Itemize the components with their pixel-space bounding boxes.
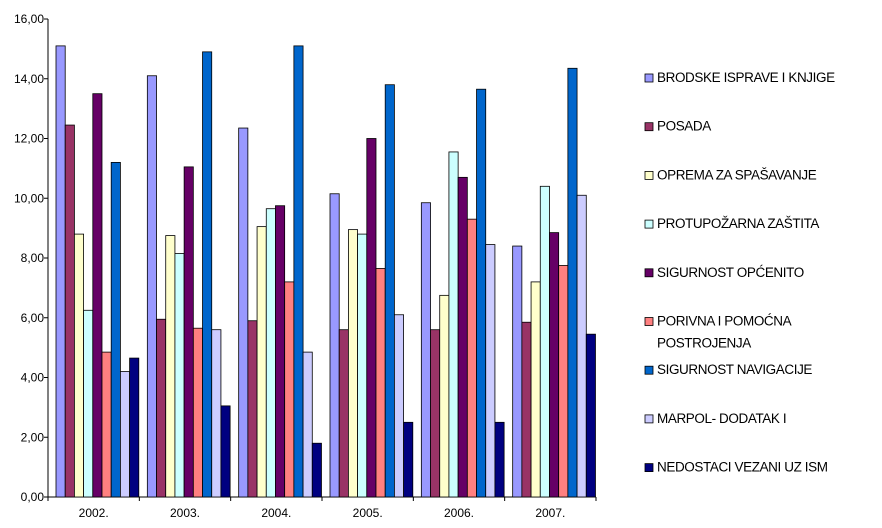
bar-7-2005 — [384, 84, 395, 498]
legend: BRODSKE ISPRAVE I KNJIGE POSADA OPREMA ZA … — [644, 70, 835, 475]
bar-4-2006 — [448, 151, 459, 498]
bar-6-2007 — [558, 265, 569, 498]
bar-1-2004 — [238, 127, 249, 498]
x-tick-label: 2006. — [444, 506, 474, 520]
bar-6-2006 — [466, 218, 477, 498]
bar-8-2006 — [485, 244, 496, 498]
y-tick-label: 10,00 — [14, 191, 44, 205]
bar-6-2002 — [101, 351, 112, 498]
legend-swatch — [644, 219, 654, 229]
legend-swatch — [644, 73, 654, 83]
x-tick-label: 2004. — [261, 506, 291, 520]
x-tick-label: 2002. — [79, 506, 109, 520]
bar-2-2004 — [247, 320, 258, 498]
bar-3-2005 — [347, 229, 358, 498]
bar-5-2004 — [275, 205, 286, 498]
legend-swatch — [644, 122, 654, 132]
bar-8-2004 — [302, 351, 313, 498]
legend-label: NEDOSTACI VEZANI UZ ISM — [657, 460, 828, 475]
bar-3-2004 — [256, 226, 267, 498]
bar-2-2005 — [338, 329, 349, 498]
bar-7-2002 — [110, 161, 121, 498]
bar-6-2003 — [192, 327, 203, 498]
bar-8-2003 — [211, 329, 222, 498]
bar-3-2006 — [439, 294, 450, 498]
bar-5-2007 — [549, 232, 560, 498]
bar-4-2002 — [83, 309, 94, 498]
bar-2-2002 — [64, 124, 75, 498]
bar-9-2002 — [129, 357, 140, 498]
y-tick-label: 6,00 — [21, 311, 45, 325]
y-tick-label: 8,00 — [21, 251, 45, 265]
bar-2-2007 — [521, 321, 532, 498]
x-tick-label: 2003. — [170, 506, 200, 520]
bar-3-2002 — [74, 233, 85, 498]
y-tick-label: 14,00 — [14, 72, 44, 86]
bar-2-2003 — [156, 318, 167, 498]
bar-7-2006 — [476, 88, 487, 498]
bars — [55, 45, 596, 498]
legend-swatch — [644, 317, 654, 326]
bar-4-2003 — [174, 253, 185, 498]
bar-9-2006 — [494, 421, 505, 498]
legend-label: BRODSKE ISPRAVE I KNJIGE — [657, 70, 835, 85]
bar-4-2005 — [357, 233, 368, 498]
bar-1-2007 — [512, 245, 523, 498]
legend-label: POSADA — [657, 119, 711, 134]
bar-9-2003 — [220, 405, 231, 498]
bar-8-2002 — [120, 371, 131, 498]
y-tick-label: 12,00 — [14, 132, 44, 146]
y-tick-label: 16,00 — [14, 12, 44, 26]
bar-2-2006 — [430, 329, 441, 498]
y-tick-label: 2,00 — [21, 430, 45, 444]
legend-label: PROTUPOŽARNA ZAŠTITA — [657, 216, 819, 231]
bar-1-2003 — [146, 75, 157, 498]
bar-9-2005 — [403, 421, 414, 498]
legend-label: PORIVNA I POMOĆNA POSTROJENJA — [657, 314, 792, 351]
legend-label: SIGURNOST OPĆENITO — [657, 265, 804, 280]
bar-5-2006 — [457, 176, 468, 498]
bar-1-2002 — [55, 45, 66, 498]
bar-5-2005 — [366, 138, 377, 498]
legend-label: MARPOL- DODATAK I — [657, 411, 786, 426]
y-axis: 0,00 2,00 4,00 6,00 8,00 10,00 12,00 14,00 16,00 — [14, 12, 49, 504]
bar-5-2002 — [92, 93, 103, 498]
bar-7-2004 — [293, 45, 304, 498]
bar-1-2005 — [329, 193, 340, 498]
bar-6-2005 — [375, 268, 386, 498]
bar-3-2003 — [165, 235, 176, 498]
bar-4-2004 — [265, 208, 276, 498]
legend-swatch — [644, 414, 654, 424]
x-tick-label: 2007. — [535, 506, 565, 520]
bar-9-2004 — [311, 442, 322, 498]
x-axis: 2002. 2003. 2004. 2005. 2006. 2007. — [47, 496, 597, 520]
bar-8-2007 — [576, 194, 587, 498]
legend-swatch — [644, 463, 654, 473]
y-tick-label: 4,00 — [21, 371, 45, 385]
bar-7-2003 — [202, 51, 213, 498]
bar-6-2004 — [284, 281, 295, 498]
y-tick-label: 0,00 — [21, 490, 45, 504]
bar-5-2003 — [183, 166, 194, 498]
legend-label: OPREMA ZA SPAŠAVANJE — [657, 167, 817, 182]
bar-8-2005 — [393, 314, 404, 498]
bar-4-2007 — [539, 185, 550, 498]
bar-3-2007 — [530, 281, 541, 498]
legend-swatch — [644, 268, 654, 278]
legend-label: SIGURNOST NAVIGACIJE — [657, 362, 812, 377]
bar-7-2007 — [567, 67, 578, 498]
legend-swatch — [644, 170, 654, 180]
bar-9-2007 — [585, 333, 596, 498]
legend-swatch — [644, 365, 654, 375]
x-tick-label: 2005. — [353, 506, 383, 520]
bar-1-2006 — [420, 202, 431, 498]
